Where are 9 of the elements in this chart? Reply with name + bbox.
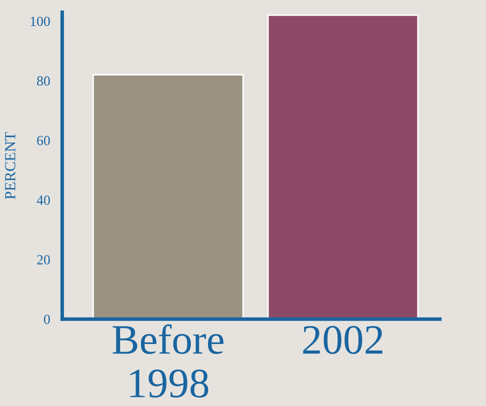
y-tick-label: 40 bbox=[36, 196, 50, 205]
y-axis-title: PERCENT bbox=[5, 132, 16, 200]
y-tick-label: 0 bbox=[44, 314, 50, 324]
y-tick-label: 20 bbox=[37, 255, 50, 264]
x-tick-label: 2002 bbox=[303, 326, 382, 354]
x-tick-label: Before 1998 bbox=[112, 324, 224, 398]
y-tick-label: 100 bbox=[30, 16, 50, 26]
y-tick-label: 80 bbox=[37, 76, 50, 86]
y-tick-label: 60 bbox=[37, 136, 50, 146]
